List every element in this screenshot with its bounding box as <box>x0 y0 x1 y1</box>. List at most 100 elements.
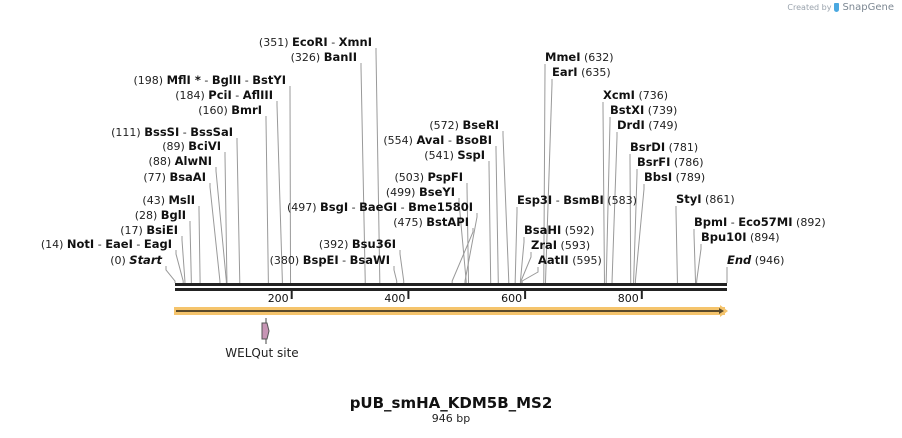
restriction-site-label[interactable]: (541) SspI <box>424 148 485 162</box>
feature-arrow-icon[interactable] <box>261 322 270 340</box>
site-position: (554) <box>383 134 416 147</box>
enzyme-name: BsrDI <box>630 140 665 154</box>
restriction-site-label[interactable]: (499) BseYI <box>386 185 455 199</box>
restriction-site-label[interactable]: End (946) <box>727 253 784 267</box>
site-leader-line <box>198 206 201 283</box>
site-label-text[interactable]: EarI (635) <box>552 65 611 79</box>
site-label-text[interactable]: (184) PciI - AflIII <box>175 88 273 102</box>
restriction-site-label[interactable]: XcmI (736) <box>603 88 668 102</box>
site-position: (572) <box>429 119 462 132</box>
restriction-site-label[interactable]: (184) PciI - AflIII <box>175 88 273 102</box>
site-label-text[interactable]: (554) AvaI - BsoBI <box>383 133 492 147</box>
restriction-site-label[interactable]: MmeI (632) <box>545 50 614 64</box>
restriction-site-label[interactable]: (554) AvaI - BsoBI <box>383 133 492 147</box>
site-label-text[interactable]: BsaHI (592) <box>524 223 594 237</box>
restriction-site-label[interactable]: BsrFI (786) <box>637 155 704 169</box>
restriction-site-label[interactable]: BpmI - Eco57MI (892) <box>694 215 826 229</box>
site-label-text[interactable]: (198) MflI * - BglII - BstYI <box>134 73 287 87</box>
restriction-site-label[interactable]: (89) BciVI <box>162 139 221 153</box>
site-label-text[interactable]: Esp3I - BsmBI (583) <box>517 193 637 207</box>
site-label-text[interactable]: (326) BanII <box>291 50 357 64</box>
site-label-text[interactable]: (497) BsgI - BaeGI - Bme1580I <box>287 200 473 214</box>
restriction-site-label[interactable]: (392) Bsu36I <box>319 237 396 251</box>
restriction-site-label[interactable]: DrdI (749) <box>617 118 678 132</box>
restriction-site-label[interactable]: EarI (635) <box>552 65 611 79</box>
restriction-site-label[interactable]: StyI (861) <box>676 192 735 206</box>
restriction-site-label[interactable]: ZraI (593) <box>531 238 590 252</box>
site-label-text[interactable]: (541) SspI <box>424 148 485 162</box>
site-label-text[interactable]: (111) BssSI - BssSaI <box>111 125 233 139</box>
site-label-text[interactable]: ZraI (593) <box>531 238 590 252</box>
site-label-text[interactable]: Bpu10I (894) <box>701 230 780 244</box>
site-label-text[interactable]: MmeI (632) <box>545 50 614 64</box>
site-label-text[interactable]: (351) EcoRI - XmnI <box>259 35 372 49</box>
site-label-text[interactable]: AatII (595) <box>538 253 602 267</box>
restriction-site-label[interactable]: (77) BsaAI <box>143 170 206 184</box>
site-label-text[interactable]: (14) NotI - EaeI - EagI <box>41 237 172 251</box>
restriction-site-label[interactable]: (0) Start <box>110 253 162 267</box>
site-label-text[interactable]: End (946) <box>727 253 784 267</box>
site-leader-lines <box>165 48 728 283</box>
site-label-text[interactable]: (380) BspEI - BsaWI <box>270 253 390 267</box>
enzyme-name: BstAPI <box>426 215 469 229</box>
orf-line <box>176 310 721 312</box>
site-position: (736) <box>635 89 668 102</box>
restriction-site-label[interactable]: (380) BspEI - BsaWI <box>270 253 390 267</box>
restriction-site-label[interactable]: BstXI (739) <box>610 103 677 117</box>
restriction-site-label[interactable]: (14) NotI - EaeI - EagI <box>41 237 172 251</box>
restriction-site-label[interactable]: (160) BmrI <box>198 103 262 117</box>
restriction-site-label[interactable]: (88) AlwNI <box>149 154 212 168</box>
restriction-site-label[interactable]: (497) BsgI - BaeGI - Bme1580I <box>287 200 473 214</box>
site-label-text[interactable]: BsrFI (786) <box>637 155 704 169</box>
restriction-site-label[interactable]: (351) EcoRI - XmnI <box>259 35 372 49</box>
restriction-site-label[interactable]: AatII (595) <box>538 253 602 267</box>
restriction-site-label[interactable]: (17) BsiEI <box>120 223 178 237</box>
restriction-site-label[interactable]: (28) BglI <box>135 208 186 222</box>
restriction-site-label[interactable]: (198) MflI * - BglII - BstYI <box>134 73 287 87</box>
restriction-site-label[interactable]: BsrDI (781) <box>630 140 698 154</box>
restriction-site-label[interactable]: BsaHI (592) <box>524 223 594 237</box>
site-position: (892) <box>793 216 826 229</box>
site-position: (351) <box>259 36 292 49</box>
site-leader-line <box>393 266 398 283</box>
site-label-text[interactable]: DrdI (749) <box>617 118 678 132</box>
site-label-text[interactable]: BpmI - Eco57MI (892) <box>694 215 826 229</box>
site-label-text[interactable]: BstXI (739) <box>610 103 677 117</box>
restriction-site-label[interactable]: Bpu10I (894) <box>701 230 780 244</box>
restriction-site-label[interactable]: (475) BstAPI <box>393 215 469 229</box>
site-label-text[interactable]: StyI (861) <box>676 192 735 206</box>
site-label-text[interactable]: (28) BglI <box>135 208 186 222</box>
site-label-text[interactable]: (503) PspFI <box>394 170 463 184</box>
restriction-site-label[interactable]: (111) BssSI - BssSaI <box>111 125 233 139</box>
site-label-text[interactable]: (392) Bsu36I <box>319 237 396 251</box>
enzyme-name: BsaHI <box>524 223 561 237</box>
site-label-text[interactable]: (88) AlwNI <box>149 154 212 168</box>
site-label-text[interactable]: BsrDI (781) <box>630 140 698 154</box>
site-label-text[interactable]: BbsI (789) <box>644 170 705 184</box>
restriction-site-label[interactable]: Esp3I - BsmBI (583) <box>517 193 637 207</box>
restriction-site-label[interactable]: (43) MslI <box>142 193 195 207</box>
welqut-site-feature[interactable]: WELQut site <box>225 318 299 360</box>
site-position: (781) <box>665 141 698 154</box>
site-label-text[interactable]: XcmI (736) <box>603 88 668 102</box>
orf-arrow[interactable] <box>174 305 728 317</box>
site-position: (749) <box>645 119 678 132</box>
enzyme-name: PciI <box>208 88 231 102</box>
site-label-text[interactable]: (17) BsiEI <box>120 223 178 237</box>
site-position: (497) <box>287 201 320 214</box>
site-label-text[interactable]: (43) MslI <box>142 193 195 207</box>
ruler-bottom-strand <box>175 288 727 291</box>
restriction-site-label[interactable]: (326) BanII <box>291 50 357 64</box>
site-label-text[interactable]: (77) BsaAI <box>143 170 206 184</box>
site-label-text[interactable]: (572) BseRI <box>429 118 499 132</box>
site-label-text[interactable]: (475) BstAPI <box>393 215 469 229</box>
site-leader-line <box>181 236 186 283</box>
restriction-site-label[interactable]: (503) PspFI <box>394 170 463 184</box>
site-label-text[interactable]: (0) Start <box>110 253 162 267</box>
site-label-text[interactable]: (160) BmrI <box>198 103 262 117</box>
site-label-text[interactable]: (499) BseYI <box>386 185 455 199</box>
site-label-text[interactable]: (89) BciVI <box>162 139 221 153</box>
restriction-site-label[interactable]: (572) BseRI <box>429 118 499 132</box>
snapgene-watermark: Created by SnapGene <box>787 2 894 13</box>
restriction-site-label[interactable]: BbsI (789) <box>644 170 705 184</box>
